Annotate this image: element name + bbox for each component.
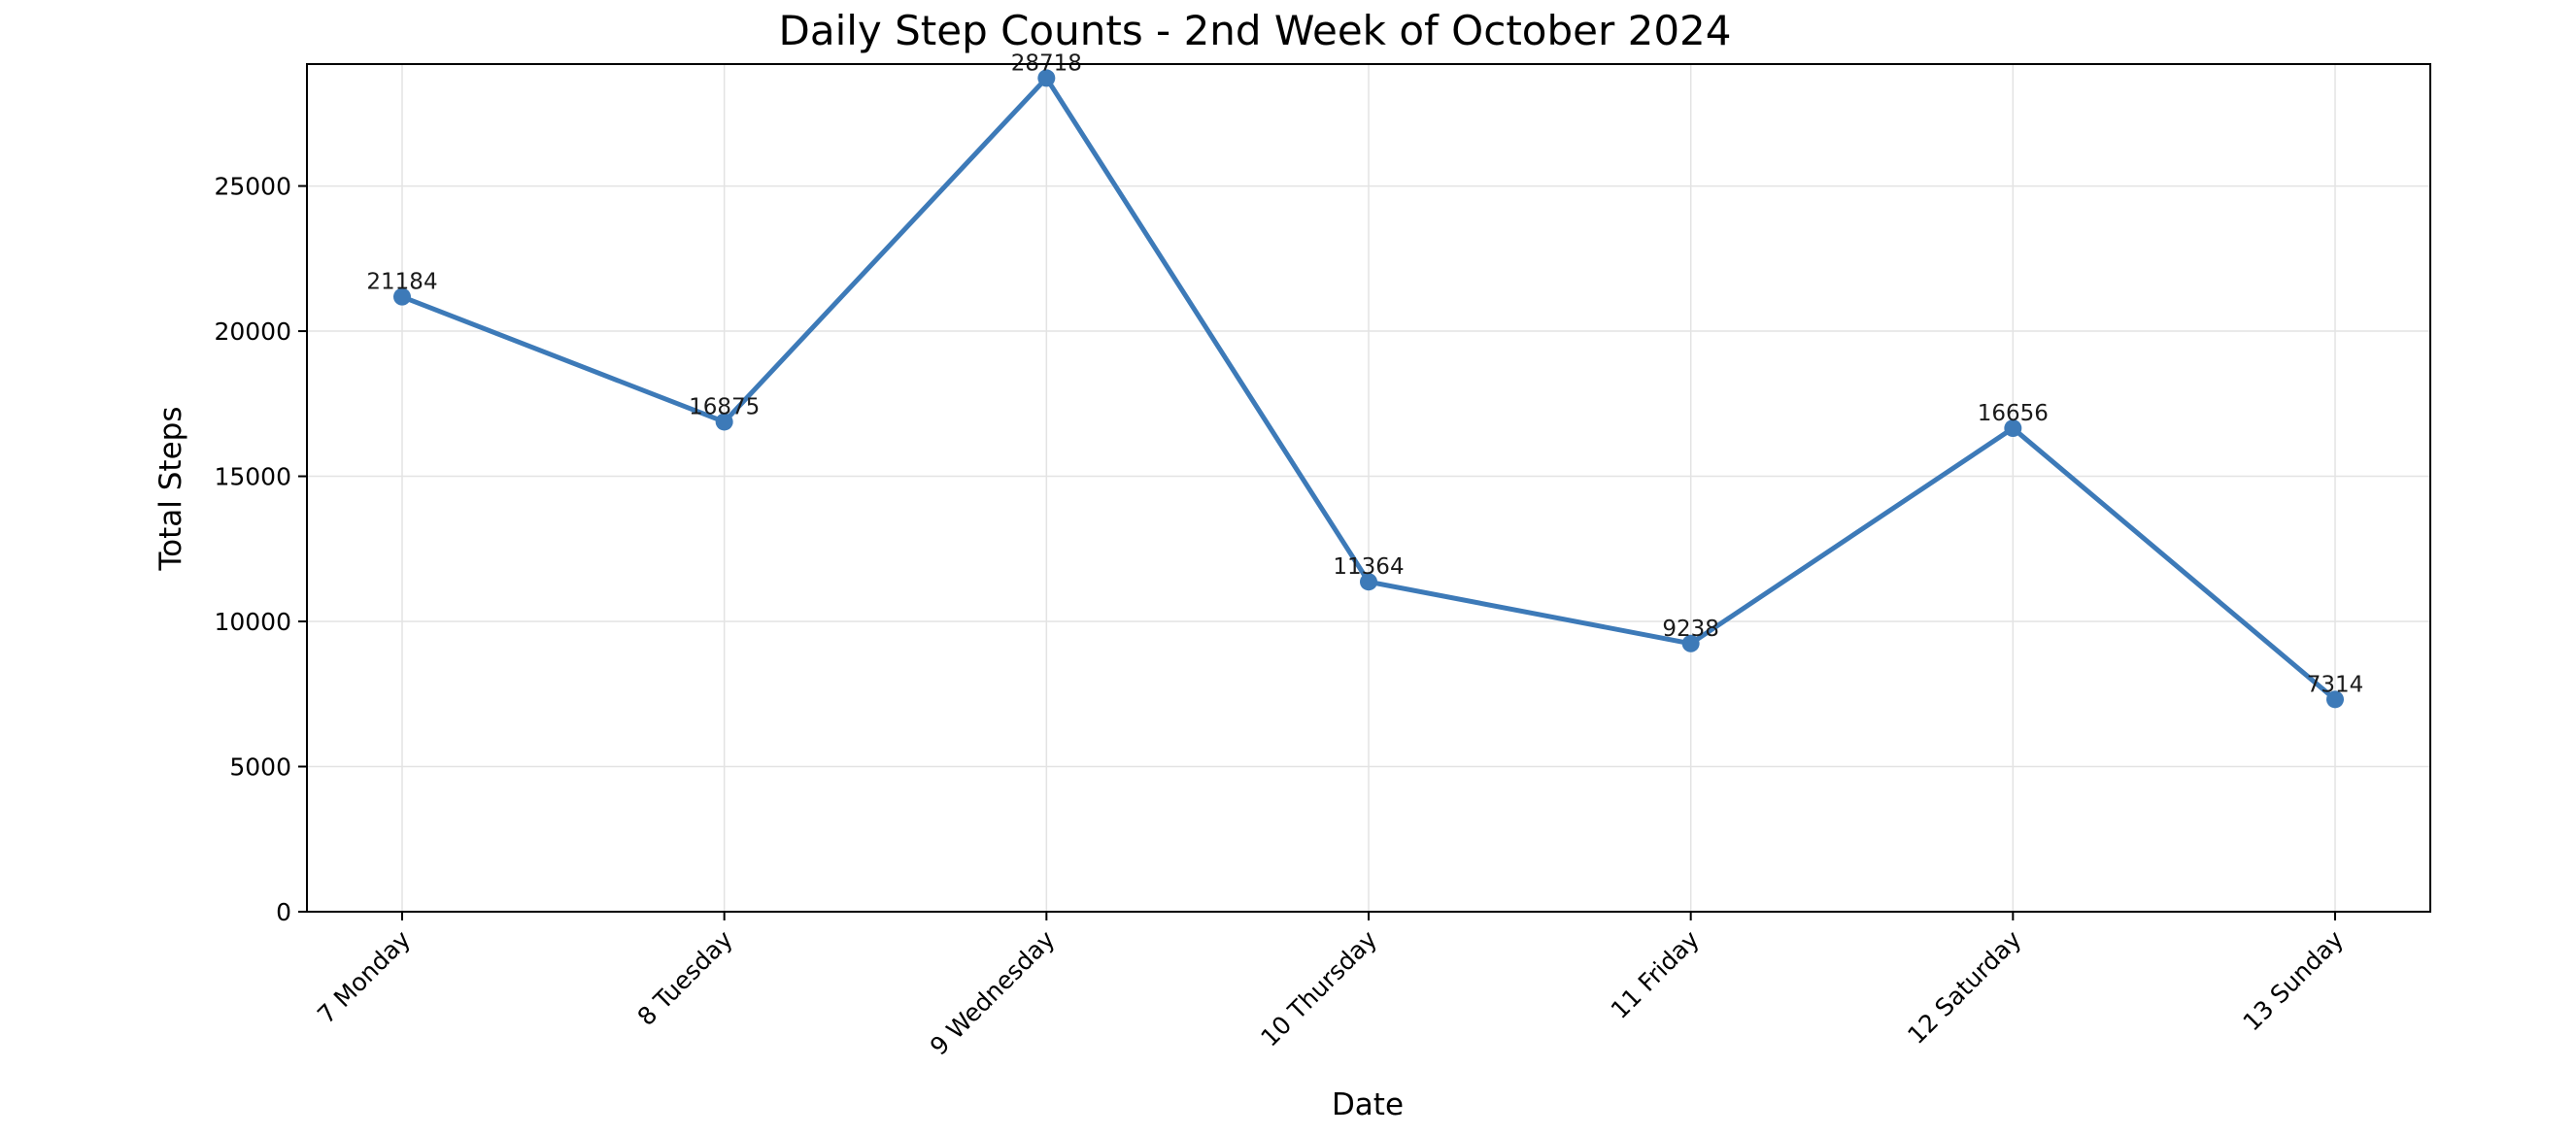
x-tick-label: 9 Wednesday [925, 925, 1061, 1061]
y-tick-label: 5000 [229, 753, 291, 782]
grid-lines [307, 64, 2430, 913]
data-point [1360, 573, 1377, 591]
x-axis-ticks: 7 Monday 8 Tuesday 9 Wednesday 10 Thursday 1… [312, 912, 2349, 1060]
chart-title: Daily Step Counts - 2nd Week of October … [779, 7, 1732, 54]
x-axis-label: Date [1332, 1087, 1404, 1122]
y-tick-label: 10000 [214, 608, 291, 636]
y-tick-label: 0 [276, 898, 291, 926]
data-label: 9238 [1662, 617, 1719, 642]
data-point [393, 287, 411, 306]
data-label: 7314 [2307, 672, 2364, 697]
y-axis-label: Total Steps [153, 407, 188, 572]
y-tick-label: 15000 [214, 463, 291, 491]
data-label: 21184 [366, 270, 437, 295]
y-tick-label: 25000 [214, 173, 291, 201]
x-tick-label: 10 Thursday [1255, 925, 1382, 1052]
x-tick-label: 13 Sunday [2237, 925, 2349, 1037]
data-point [2004, 419, 2022, 438]
x-tick-label: 8 Tuesday [632, 925, 738, 1031]
data-label: 16656 [1978, 401, 2049, 426]
data-point [1681, 634, 1700, 652]
data-point [715, 413, 733, 431]
x-tick-label: 7 Monday [312, 925, 416, 1029]
data-label: 11364 [1333, 554, 1404, 580]
y-axis-ticks: 0 5000 10000 15000 20000 25000 [214, 173, 307, 926]
data-label: 16875 [689, 394, 760, 419]
x-tick-label: 11 Friday [1606, 925, 1705, 1024]
data-point [1037, 69, 1056, 87]
y-tick-label: 20000 [214, 317, 291, 346]
data-point-layer [393, 69, 2344, 709]
data-point [2326, 690, 2344, 709]
x-tick-label: 12 Saturday [1902, 925, 2026, 1050]
